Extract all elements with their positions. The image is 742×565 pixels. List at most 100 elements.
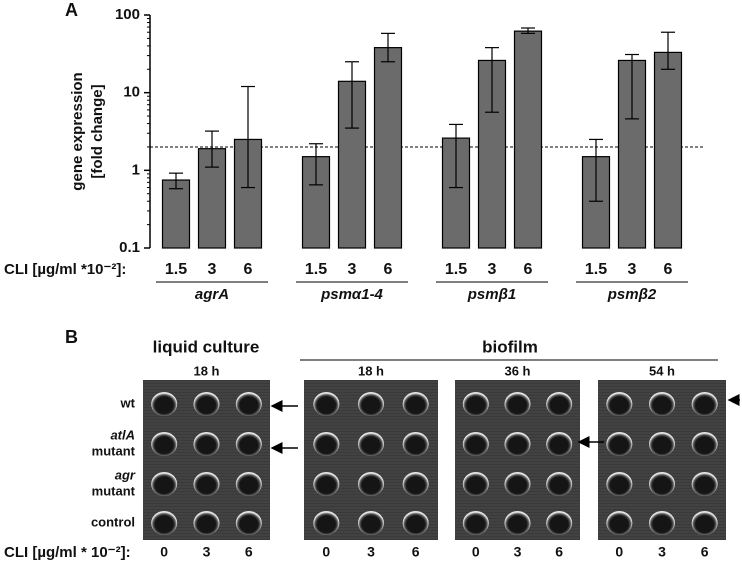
y-tick-label: 1 bbox=[132, 161, 140, 178]
dose-label: 6 bbox=[245, 544, 253, 560]
well bbox=[606, 472, 633, 496]
well bbox=[546, 472, 573, 496]
well bbox=[606, 392, 633, 416]
dose-label: 0 bbox=[160, 544, 168, 560]
x-tick-label: 1.5 bbox=[305, 261, 327, 278]
well bbox=[691, 472, 718, 496]
x-tick-label: 1.5 bbox=[445, 261, 467, 278]
dose-label: 0 bbox=[615, 544, 623, 560]
well bbox=[649, 472, 675, 496]
error-bar bbox=[449, 123, 463, 189]
group-label: psmβ1 bbox=[467, 286, 517, 303]
well bbox=[235, 472, 262, 496]
panel-label: B bbox=[65, 327, 78, 347]
well bbox=[313, 392, 340, 416]
x-tick-label: 3 bbox=[628, 261, 637, 278]
x-tick-label: 6 bbox=[664, 261, 673, 278]
time-label: 54 h bbox=[649, 363, 675, 378]
well bbox=[691, 511, 718, 535]
bar bbox=[373, 47, 403, 249]
well bbox=[402, 472, 429, 496]
y-axis-label: gene expression bbox=[69, 72, 86, 190]
group-label: psmα1-4 bbox=[320, 286, 383, 303]
time-label: 36 h bbox=[504, 363, 530, 378]
well bbox=[193, 432, 220, 456]
error-bar bbox=[589, 138, 603, 202]
well bbox=[313, 472, 340, 496]
error-bar bbox=[241, 85, 255, 189]
dose-label: 6 bbox=[555, 544, 563, 560]
row-label: mutant bbox=[92, 443, 136, 458]
well bbox=[151, 472, 178, 496]
dose-label: 0 bbox=[322, 544, 330, 560]
well bbox=[151, 511, 178, 535]
well bbox=[358, 392, 384, 416]
x-tick-label: 3 bbox=[488, 261, 497, 278]
well bbox=[402, 392, 429, 416]
well bbox=[151, 392, 178, 416]
dose-label: 3 bbox=[367, 544, 375, 560]
error-bar bbox=[625, 53, 639, 120]
x-tick-label: 1.5 bbox=[165, 261, 187, 278]
well bbox=[462, 392, 489, 416]
well bbox=[649, 511, 675, 535]
well bbox=[546, 392, 573, 416]
error-bar bbox=[521, 27, 535, 34]
well bbox=[358, 472, 384, 496]
well bbox=[193, 392, 220, 416]
error-bar bbox=[485, 47, 499, 113]
error-bar bbox=[309, 143, 323, 186]
well bbox=[235, 511, 262, 535]
error-bar bbox=[169, 172, 183, 190]
well bbox=[462, 511, 489, 535]
error-bar bbox=[345, 61, 359, 129]
time-label: 18 h bbox=[358, 363, 384, 378]
x-tick-label: 6 bbox=[524, 261, 533, 278]
well bbox=[193, 472, 220, 496]
error-bar bbox=[205, 130, 219, 168]
well bbox=[235, 432, 262, 456]
well bbox=[546, 432, 573, 456]
bar bbox=[161, 179, 191, 249]
x-axis-label: CLI [µg/ml * 10⁻²]: bbox=[4, 544, 131, 561]
well bbox=[462, 472, 489, 496]
group-label: agrA bbox=[195, 286, 229, 303]
x-tick-label: 6 bbox=[384, 261, 393, 278]
well bbox=[462, 432, 489, 456]
y-tick-label: 100 bbox=[115, 6, 140, 23]
x-tick-label: 3 bbox=[208, 261, 217, 278]
bar bbox=[233, 138, 263, 249]
x-tick-label: 6 bbox=[244, 261, 253, 278]
well bbox=[358, 432, 384, 456]
well bbox=[504, 392, 531, 416]
well bbox=[504, 432, 531, 456]
dose-label: 3 bbox=[203, 544, 211, 560]
y-tick-label: 10 bbox=[123, 84, 140, 101]
well bbox=[691, 392, 718, 416]
dose-label: 3 bbox=[514, 544, 522, 560]
x-tick-label: 1.5 bbox=[585, 261, 607, 278]
column-header: liquid culture bbox=[153, 337, 260, 356]
well bbox=[402, 511, 429, 535]
row-label: agr bbox=[115, 467, 136, 482]
panel-label: A bbox=[65, 0, 78, 20]
group-label: psmβ2 bbox=[607, 286, 657, 303]
time-label: 18 h bbox=[193, 363, 219, 378]
dose-label: 0 bbox=[472, 544, 480, 560]
row-label: mutant bbox=[92, 483, 136, 498]
well bbox=[606, 432, 633, 456]
column-header: biofilm bbox=[482, 337, 538, 356]
bar bbox=[197, 148, 227, 249]
well bbox=[504, 472, 531, 496]
well bbox=[606, 511, 633, 535]
well bbox=[313, 511, 340, 535]
error-bar bbox=[381, 32, 395, 63]
well bbox=[193, 511, 220, 535]
x-tick-label: 3 bbox=[348, 261, 357, 278]
row-label: control bbox=[91, 514, 135, 529]
dose-label: 6 bbox=[701, 544, 709, 560]
row-label: wt bbox=[120, 395, 136, 410]
bar bbox=[513, 30, 543, 249]
well bbox=[546, 511, 573, 535]
